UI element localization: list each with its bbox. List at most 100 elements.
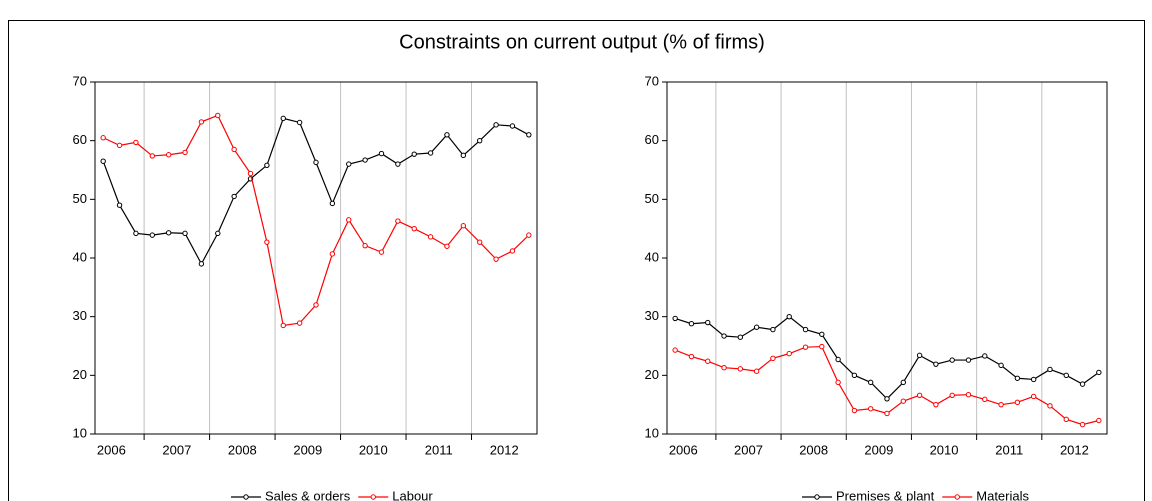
point [851,372,858,379]
y-tick-label: 30 [645,308,659,323]
point [509,248,516,254]
point [705,358,711,364]
point [1047,366,1053,373]
point [835,379,841,386]
point [378,249,385,255]
x-tick-label: 2010 [359,442,388,457]
point [362,242,368,249]
point [215,112,221,119]
legend-marker [954,494,960,500]
y-tick-label: 20 [73,367,87,382]
legend-marker [243,494,249,500]
point [672,315,678,322]
legend-label: Sales & orders [265,488,351,501]
x-tick-label: 2009 [293,442,322,457]
point [1063,372,1069,379]
point [1030,393,1037,400]
point [165,230,172,236]
legend-label: Materials [976,488,1029,501]
point [688,321,695,327]
frame [8,20,1145,501]
point [477,239,483,245]
point [884,396,890,402]
point [215,230,221,237]
point [802,344,809,350]
point [411,151,417,157]
y-tick-label: 70 [73,73,87,88]
point [786,313,792,320]
y-tick-label: 50 [645,191,659,206]
point [737,366,744,372]
point [835,356,841,363]
point [329,200,336,207]
point [998,362,1004,369]
chart-title: Constraints on current output (% of firm… [399,31,765,53]
y-tick-label: 20 [645,367,659,382]
point [1014,399,1021,406]
point [198,119,205,125]
point [526,132,532,138]
point [378,150,385,157]
point [296,320,303,326]
point [182,230,188,237]
y-tick-label: 10 [645,425,659,440]
legend-label: Labour [392,488,433,501]
point [982,396,988,403]
point [688,353,695,360]
point [346,217,352,223]
y-tick-label: 40 [645,249,659,264]
point [296,119,303,126]
point [149,232,155,238]
point [786,350,792,357]
point [753,324,760,330]
y-tick-label: 30 [73,308,87,323]
point [868,406,874,412]
point [1030,376,1037,383]
x-tick-label: 2006 [97,442,126,457]
point [477,137,483,144]
point [900,398,906,404]
point [802,326,809,333]
x-tick-label: 2012 [1060,442,1089,457]
point [1079,421,1086,428]
legend-marker [370,494,376,500]
point [1096,369,1102,376]
x-tick-label: 2009 [864,442,893,457]
x-tick-label: 2007 [162,442,191,457]
y-tick-label: 70 [645,73,659,88]
point [427,150,434,156]
x-tick-label: 2011 [425,442,453,457]
point [346,161,352,167]
point [998,401,1004,408]
point [460,152,467,159]
point [100,158,106,164]
point [133,139,139,146]
point [1096,417,1102,424]
y-tick-label: 60 [645,132,659,147]
point [721,365,727,371]
x-tick-label: 2010 [930,442,959,457]
point [264,239,270,245]
point [116,142,123,149]
y-tick-label: 50 [73,191,87,206]
point [1047,403,1053,409]
point [949,392,955,398]
point [753,368,760,374]
point [460,223,467,229]
point [280,322,286,329]
point [770,355,776,362]
point [444,132,450,138]
point [509,123,516,129]
point [819,331,825,337]
point [313,302,319,308]
point [493,122,499,128]
point [721,333,727,339]
point [982,353,988,359]
point [949,357,955,363]
point [933,361,939,367]
point [770,326,776,333]
y-tick-label: 60 [73,132,87,147]
x-tick-label: 2006 [669,442,698,457]
point [1063,416,1069,423]
